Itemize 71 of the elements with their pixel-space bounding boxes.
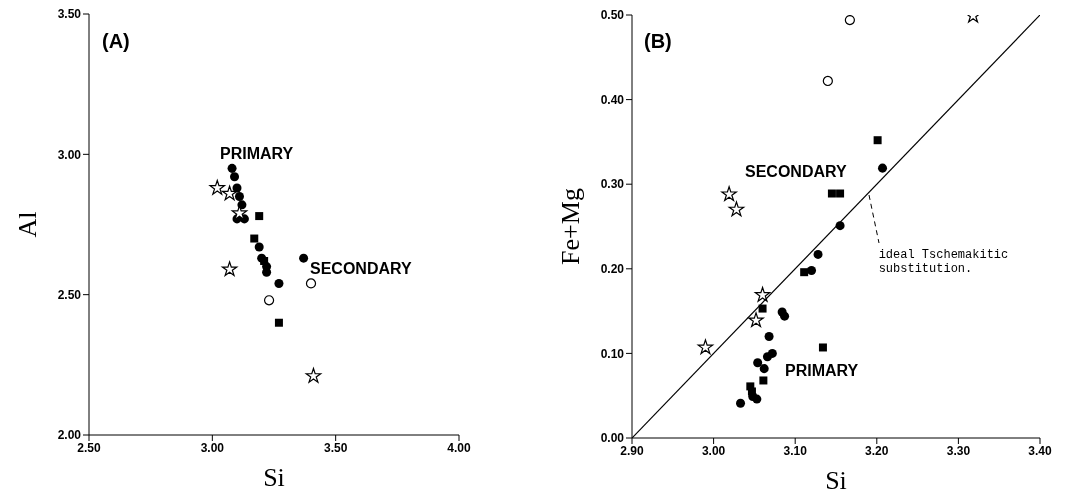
point [807, 265, 817, 275]
x-tick-label: 3.10 [783, 443, 808, 458]
annotation: (A) [102, 30, 130, 53]
point [721, 186, 737, 202]
y-axis-title: Fe+Mg [556, 188, 586, 265]
point [759, 376, 768, 385]
point [813, 249, 823, 259]
annotation: (B) [644, 30, 672, 53]
y-tick-label: 2.50 [57, 287, 82, 302]
point [274, 278, 284, 288]
y-tick-label: 0.50 [600, 8, 625, 23]
y-tick-label: 0.30 [600, 177, 625, 192]
point [230, 172, 240, 182]
y-tick-label: 3.50 [57, 7, 82, 22]
point [753, 358, 763, 368]
point [221, 261, 238, 277]
y-axis-title: Al [13, 211, 43, 238]
point [754, 286, 771, 302]
point [299, 253, 309, 263]
x-tick-label: 3.00 [701, 443, 726, 458]
annotation: PRIMARY [220, 145, 294, 163]
x-tick-label: 2.90 [620, 443, 644, 458]
y-tick-label: 0.10 [600, 346, 625, 361]
point [822, 75, 833, 87]
point [255, 212, 264, 221]
point [844, 15, 855, 26]
x-tick-label: 3.40 [1028, 443, 1052, 458]
annotation: PRIMARY [785, 362, 859, 380]
x-axis-title: Si [825, 466, 847, 495]
annotation: SECONDARY [745, 163, 847, 181]
point [762, 352, 772, 362]
point [231, 205, 248, 220]
point [780, 311, 790, 321]
point [250, 234, 259, 243]
point [263, 295, 275, 306]
x-tick-label: 3.20 [865, 443, 889, 458]
y-tick-label: 2.00 [57, 428, 82, 443]
point [836, 189, 845, 198]
y-tick-label: 0.00 [600, 431, 625, 446]
point [878, 163, 888, 173]
point [747, 387, 756, 396]
x-tick-label: 4.00 [447, 440, 471, 455]
x-tick-label: 3.30 [946, 443, 971, 458]
point [728, 201, 745, 217]
point [227, 163, 237, 173]
x-tick-label: 3.00 [200, 440, 225, 455]
point [209, 179, 226, 195]
y-tick-label: 0.20 [600, 262, 625, 277]
x-axis-title: Si [263, 463, 285, 492]
point [736, 398, 746, 408]
point [234, 191, 244, 201]
point [759, 364, 769, 374]
point [305, 278, 317, 289]
point [818, 343, 827, 352]
point [827, 189, 836, 198]
point [873, 136, 882, 145]
point [697, 339, 714, 355]
annotation: SECONDARY [310, 260, 412, 278]
point [748, 312, 764, 328]
point [305, 367, 322, 383]
x-tick-label: 2.50 [77, 440, 101, 455]
point [221, 185, 238, 201]
point [764, 331, 774, 341]
y-tick-label: 0.40 [600, 92, 625, 107]
annotation: ideal Tschemakitic substitution. [878, 247, 1010, 276]
point [758, 304, 767, 313]
point [800, 268, 809, 277]
point [274, 318, 283, 327]
x-tick-label: 3.50 [323, 440, 348, 455]
y-tick-label: 3.00 [57, 147, 82, 162]
point [254, 242, 264, 252]
